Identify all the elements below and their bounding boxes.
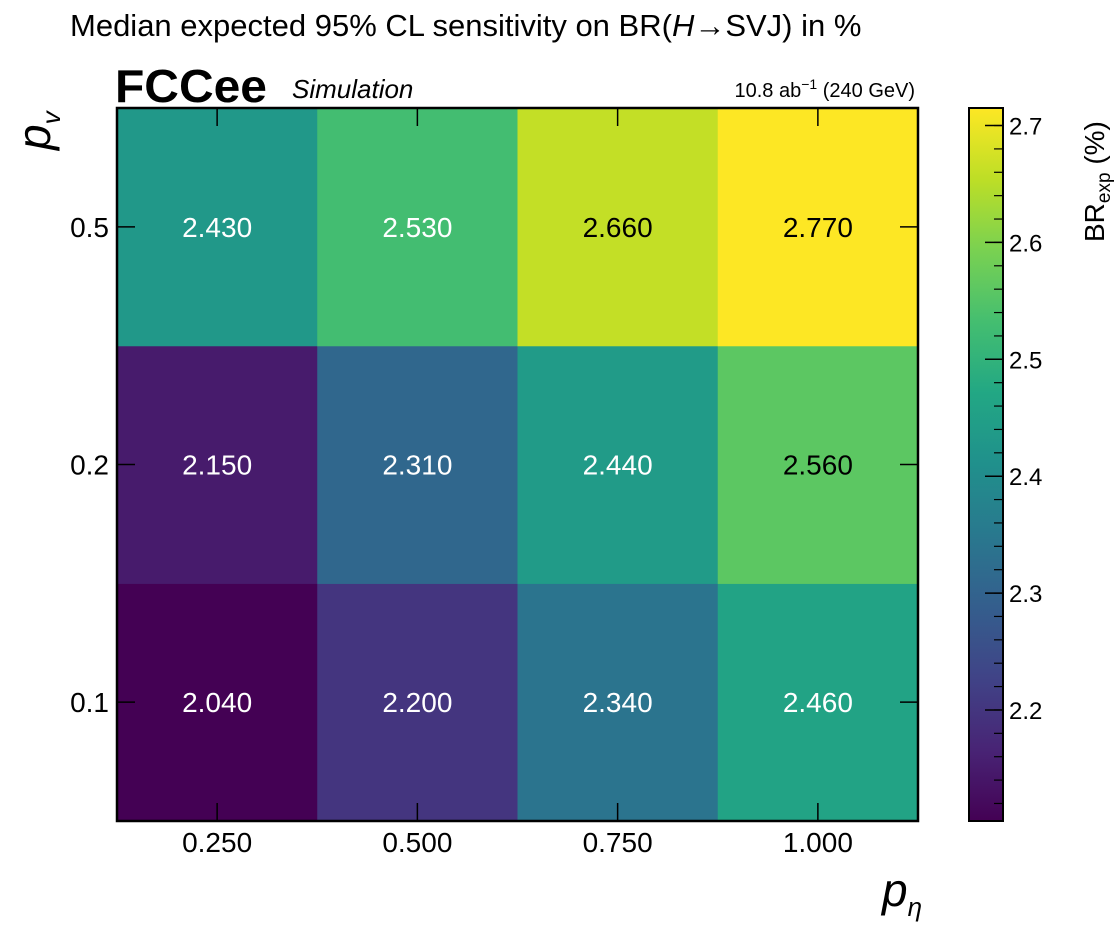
x-tick-label: 0.250: [182, 827, 252, 858]
x-tick-label: 0.750: [583, 827, 653, 858]
colorbar-tick-label: 2.7: [1009, 114, 1042, 141]
colorbar-ticks: 2.2 2.3 2.4 2.5 2.6 2.7: [985, 114, 1042, 805]
y-axis-ticks: 0.1 0.2 0.5: [70, 212, 918, 718]
experiment-label: FCCee: [115, 60, 267, 112]
heatmap-cell: [717, 583, 919, 822]
colorbar-tick-label: 2.4: [1009, 464, 1042, 491]
x-tick-label: 1.000: [783, 827, 853, 858]
colorbar: [969, 108, 1003, 821]
luminosity-label: 10.8 ab−1 (240 GeV): [734, 76, 915, 102]
cell-value-label: 2.660: [583, 212, 653, 243]
chart-title: Median expected 95% CL sensitivity on BR…: [70, 8, 861, 43]
simulation-label: Simulation: [292, 74, 413, 104]
colorbar-label: BRexp (%): [1079, 121, 1115, 242]
colorbar-tick-label: 2.3: [1009, 581, 1042, 608]
cell-value-label: 2.200: [382, 687, 452, 718]
y-tick-label: 0.1: [70, 687, 109, 718]
heatmap-cell-labels: 2.040 2.200 2.340 2.460 2.150 2.310 2.440 2.560…: [182, 212, 853, 718]
colorbar-tick-label: 2.2: [1009, 698, 1042, 725]
heatmap-cell: [317, 108, 519, 347]
x-tick-label: 0.500: [382, 827, 452, 858]
cell-value-label: 2.770: [783, 212, 853, 243]
heatmap-cell: [517, 108, 719, 347]
cell-value-label: 2.150: [182, 450, 252, 481]
heatmap-cell: [117, 108, 318, 347]
cell-value-label: 2.310: [382, 450, 452, 481]
cell-value-label: 2.340: [583, 687, 653, 718]
x-axis-ticks: 0.250 0.500 0.750 1.000: [182, 108, 853, 858]
cell-value-label: 2.560: [783, 450, 853, 481]
cell-value-label: 2.040: [182, 687, 252, 718]
heatmap-cell: [317, 345, 519, 584]
heatmap-cells: [117, 108, 919, 822]
colorbar-tick-label: 2.5: [1009, 347, 1042, 374]
heatmap-cell: [117, 345, 318, 584]
y-tick-label: 0.2: [70, 450, 109, 481]
heatmap-cell: [317, 583, 519, 822]
y-axis-label: pv: [8, 109, 66, 152]
cell-value-label: 2.530: [382, 212, 452, 243]
colorbar-frame: [968, 107, 1004, 822]
y-tick-label: 0.5: [70, 212, 109, 243]
cell-value-label: 2.430: [182, 212, 252, 243]
cell-value-label: 2.440: [583, 450, 653, 481]
heatmap-cell: [517, 345, 719, 584]
cell-value-label: 2.460: [783, 687, 853, 718]
heatmap-cell: [717, 108, 919, 347]
x-axis-label: pη: [880, 864, 922, 922]
heatmap-cell: [517, 583, 719, 822]
heatmap-cell: [717, 345, 919, 584]
heatmap-cell: [117, 583, 318, 822]
colorbar-tick-label: 2.6: [1009, 230, 1042, 257]
